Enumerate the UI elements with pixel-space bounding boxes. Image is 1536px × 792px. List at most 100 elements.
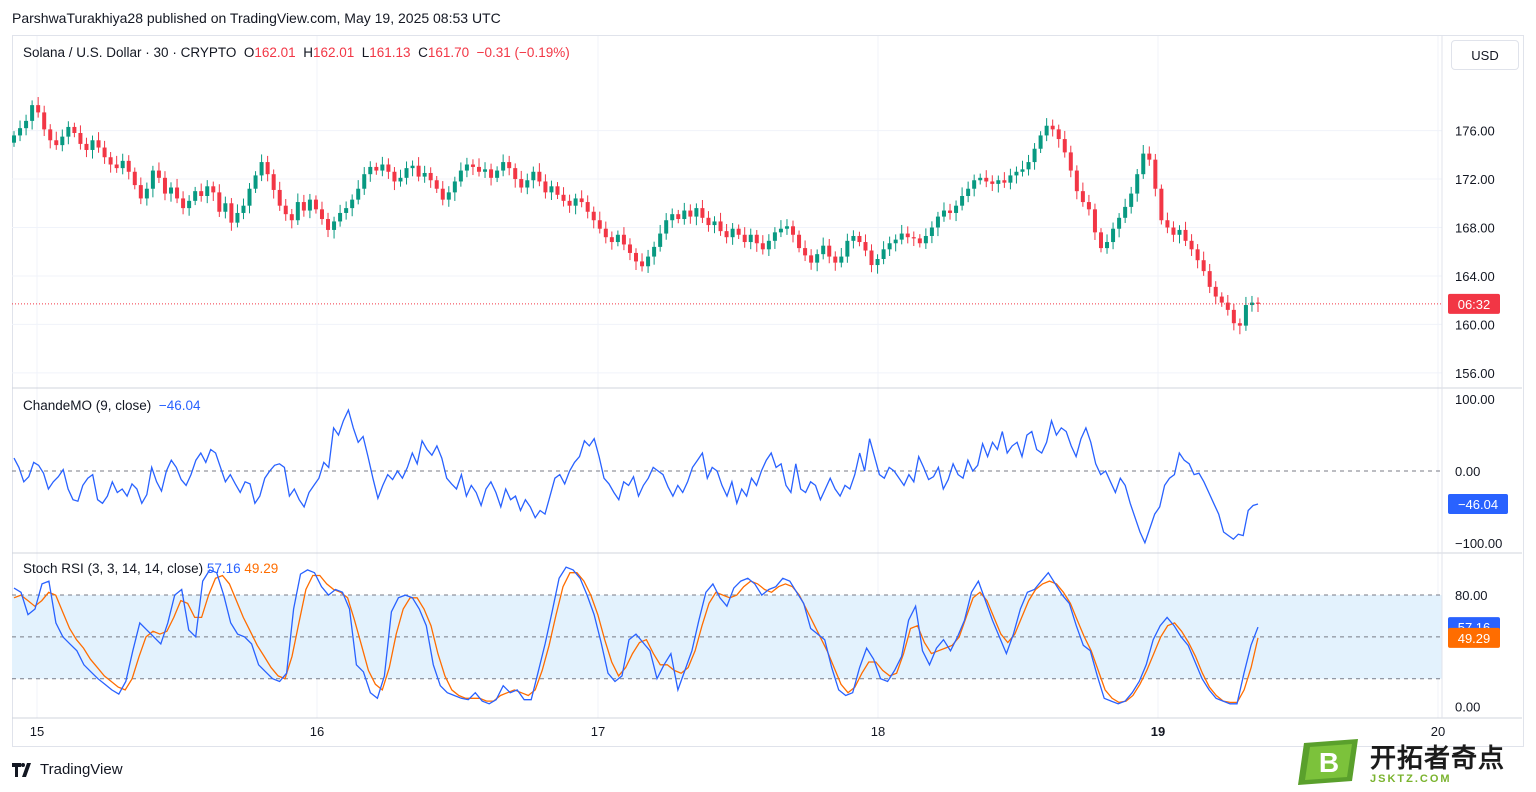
candle-body <box>917 238 922 244</box>
watermark-en: JSKTZ.COM <box>1370 773 1452 785</box>
watermark: B 开拓者奇点 JSKTZ.COM <box>1296 738 1505 785</box>
candle-body <box>700 208 705 218</box>
open-key: O <box>243 45 255 60</box>
candle-body <box>646 256 651 267</box>
candle-body <box>760 243 765 250</box>
stoch-d-value: 49.29 <box>244 561 279 576</box>
candle-body <box>1002 180 1007 183</box>
candle-body <box>144 188 149 199</box>
stoch-tick-label: 80.00 <box>1455 588 1488 603</box>
price-tick-label: 176.00 <box>1455 124 1495 139</box>
close-value: 161.70 <box>427 45 470 60</box>
candle-body <box>851 235 856 241</box>
candle-body <box>1243 305 1248 326</box>
stoch-name[interactable]: Stoch RSI (3, 3, 14, 14, close) <box>23 561 204 576</box>
candle-body <box>1159 188 1164 221</box>
candle-body <box>1056 129 1061 140</box>
candle-body <box>537 171 542 182</box>
time-tick-label: 18 <box>871 724 885 739</box>
candle-body <box>1135 174 1140 194</box>
candle-body <box>1213 286 1218 297</box>
candle-body <box>573 198 578 206</box>
cmo-name[interactable]: ChandeMO (9, close) <box>23 398 152 413</box>
cmo-tick-label: 0.00 <box>1455 464 1480 479</box>
stoch-tick-label: 0.00 <box>1455 700 1480 715</box>
tradingview-logo-text: TradingView <box>40 761 123 778</box>
currency-button[interactable]: USD <box>1451 40 1519 70</box>
candle-body <box>839 256 844 263</box>
candle-body <box>627 244 632 253</box>
tradingview-logo[interactable]: TradingView <box>12 761 123 778</box>
candle-body <box>658 233 663 247</box>
time-tick-label: 19 <box>1151 724 1165 739</box>
candle-body <box>114 164 119 169</box>
candle-body <box>1256 302 1260 304</box>
candle-body <box>66 126 71 137</box>
candle-body <box>948 210 953 213</box>
candle-body <box>404 168 409 178</box>
candle-body <box>271 174 276 190</box>
candle-body <box>935 216 940 228</box>
candle-body <box>78 133 83 144</box>
symbol-label[interactable]: Solana / U.S. Dollar · 30 · CRYPTO <box>23 45 237 60</box>
candle-body <box>12 135 16 143</box>
high-key: H <box>303 45 313 60</box>
candle-body <box>356 188 361 200</box>
candle-body <box>313 199 318 210</box>
candle-body <box>911 237 916 239</box>
candle-body <box>615 234 620 243</box>
candle-body <box>18 128 23 136</box>
candle-body <box>929 227 934 236</box>
candle-body <box>549 186 554 193</box>
candle-body <box>259 162 264 176</box>
candle-body <box>289 214 294 221</box>
candle-body <box>338 212 343 222</box>
candle-body <box>205 186 210 196</box>
candle-body <box>489 169 494 178</box>
candle-body <box>483 169 488 172</box>
candle-body <box>688 210 693 217</box>
candle-body <box>1105 242 1110 249</box>
price-tick-label: 172.00 <box>1455 172 1495 187</box>
time-tick-label: 17 <box>591 724 605 739</box>
candle-body <box>507 162 512 169</box>
cmo-last-label: −46.04 <box>1458 497 1498 512</box>
candle-body <box>1050 125 1055 130</box>
candle-body <box>525 180 530 188</box>
candle-body <box>446 192 451 200</box>
candle-body <box>1231 309 1236 324</box>
candle-body <box>169 187 174 194</box>
stoch-d-badge <box>1448 627 1500 648</box>
candle-body <box>1098 232 1103 249</box>
candle-body <box>809 255 814 263</box>
price-tick-label: 164.00 <box>1455 269 1495 284</box>
candle-body <box>772 232 777 241</box>
candle-body <box>326 219 331 230</box>
candle-body <box>1183 229 1188 241</box>
candle-body <box>410 165 415 169</box>
candle-body <box>199 191 204 196</box>
candle-body <box>954 205 959 213</box>
candle-body <box>567 200 572 206</box>
candle-body <box>307 199 312 211</box>
candle-body <box>150 170 155 189</box>
candle-body <box>1086 202 1091 210</box>
candle-body <box>392 171 397 182</box>
candle-body <box>923 235 928 244</box>
candle-body <box>718 221 723 232</box>
candle-body <box>766 240 771 250</box>
candle-body <box>386 164 391 172</box>
candle-body <box>730 228 735 238</box>
candle-body <box>48 129 53 141</box>
candle-body <box>736 228 741 235</box>
candle-body <box>1165 220 1170 228</box>
candle-body <box>235 212 240 223</box>
watermark-badge-icon: B <box>1298 738 1358 785</box>
candle-body <box>96 140 101 148</box>
candle-body <box>972 180 977 189</box>
candle-body <box>132 171 137 186</box>
candle-body <box>899 233 904 240</box>
candle-body <box>434 180 439 189</box>
candle-body <box>1026 162 1031 170</box>
